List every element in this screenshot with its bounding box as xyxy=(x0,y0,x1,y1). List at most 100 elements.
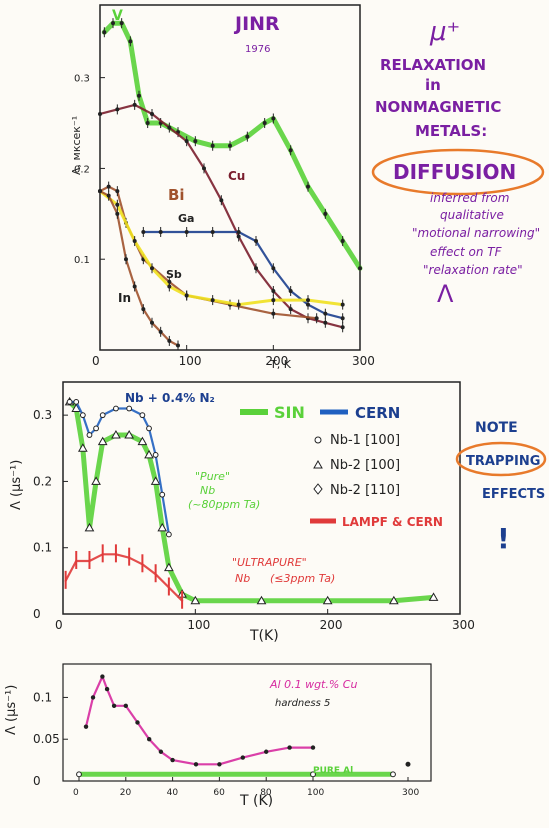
legend-marker-diamond xyxy=(313,483,323,495)
trapping-circle xyxy=(455,441,547,477)
legend-marker-triangle xyxy=(313,459,323,469)
data-point xyxy=(288,307,293,312)
diffusion-note-5: "relaxation rate" xyxy=(423,263,523,277)
legend-sin: SIN xyxy=(274,403,305,422)
data-point xyxy=(147,737,152,742)
data-point xyxy=(79,412,86,419)
data-point xyxy=(141,229,146,234)
annotation-ultrapure-nb: Nb xyxy=(235,572,250,585)
data-point xyxy=(167,338,172,343)
data-point xyxy=(271,298,276,303)
x-tick-label: 20 xyxy=(120,788,132,798)
y-tick-label: 0.1 xyxy=(33,690,52,704)
x-tick-label: 0 xyxy=(92,354,100,368)
data-point xyxy=(210,229,215,234)
data-point xyxy=(323,320,328,325)
x-tick-label: 100 xyxy=(179,354,202,368)
series-line-in xyxy=(98,190,180,347)
data-point xyxy=(314,316,319,321)
x-axis-label: T(K) xyxy=(249,628,279,644)
mu-plus-label: μ⁺ xyxy=(429,17,460,47)
data-point xyxy=(245,134,250,139)
data-point-triangle xyxy=(111,430,121,439)
y-tick-label: 0.05 xyxy=(33,732,60,746)
x-tick-label: 40 xyxy=(167,788,179,798)
data-point-triangle xyxy=(388,595,399,605)
data-point xyxy=(340,302,345,307)
data-point xyxy=(167,125,172,130)
data-point xyxy=(340,239,345,244)
data-point xyxy=(287,745,292,750)
data-point xyxy=(340,316,345,321)
data-point-triangle xyxy=(190,595,201,605)
y-tick-label: 0.2 xyxy=(33,474,52,488)
data-point xyxy=(158,749,164,754)
data-point xyxy=(170,757,175,763)
data-point-triangle xyxy=(157,522,168,532)
data-point xyxy=(323,311,328,316)
series-line-bi xyxy=(98,185,318,320)
diffusion-note-4: effect on TF xyxy=(430,245,503,259)
data-point xyxy=(98,111,102,116)
data-point xyxy=(193,762,199,767)
panel-2-frame xyxy=(62,381,461,615)
data-point xyxy=(111,21,115,26)
data-point xyxy=(288,288,293,293)
effects-label: EFFECTS xyxy=(482,487,545,502)
data-point xyxy=(271,288,276,293)
series-line-al-0-1-wgt-cu xyxy=(84,675,315,766)
y-tick-label: 0 xyxy=(33,607,41,621)
data-point xyxy=(184,229,189,234)
data-point xyxy=(139,412,146,419)
x-tick-label: 80 xyxy=(260,788,272,798)
data-point-triangle xyxy=(137,436,148,446)
y-tick-label: 0.1 xyxy=(33,541,52,555)
data-point xyxy=(119,21,124,26)
jinr-label: JINR xyxy=(233,13,280,35)
data-point xyxy=(115,202,120,207)
series-line-lampf-cern xyxy=(64,553,184,602)
data-point xyxy=(115,211,120,216)
data-point xyxy=(390,771,396,778)
data-point xyxy=(111,703,117,708)
data-point xyxy=(98,189,102,194)
data-point xyxy=(236,302,241,307)
y-tick-label: 0.1 xyxy=(74,255,90,266)
data-point xyxy=(159,491,166,498)
data-point xyxy=(184,139,189,144)
data-point xyxy=(210,143,215,148)
data-point xyxy=(217,762,222,767)
diffusion-circle xyxy=(371,148,545,196)
data-point xyxy=(210,298,215,303)
jinr-year: 1976 xyxy=(245,44,270,55)
data-point xyxy=(86,432,93,438)
hardness-note: hardness 5 xyxy=(275,698,330,709)
series-label-in: In xyxy=(118,291,131,305)
series-label-ga: Ga xyxy=(178,212,194,225)
data-point xyxy=(358,266,362,271)
y-tick-label: 0.3 xyxy=(33,408,52,422)
data-point xyxy=(83,724,89,729)
data-point xyxy=(165,531,172,538)
y-axis-label: Λ (μs⁻¹) xyxy=(4,685,19,735)
data-point xyxy=(152,452,159,458)
data-point xyxy=(113,405,119,412)
data-point xyxy=(124,257,128,262)
x-tick-label: 300 xyxy=(352,354,375,368)
x-tick-label: 0 xyxy=(73,788,79,798)
data-point xyxy=(176,343,180,348)
data-point xyxy=(132,284,137,289)
series-line-sb xyxy=(98,189,345,307)
data-point xyxy=(184,293,189,298)
series-label-cu: Cu xyxy=(228,169,245,183)
x-axis-label: T, K xyxy=(269,358,292,371)
data-point xyxy=(132,102,137,107)
data-point-triangle xyxy=(91,476,101,485)
data-point xyxy=(271,266,276,271)
legend-cern: CERN xyxy=(355,404,400,422)
data-point xyxy=(306,184,310,189)
data-point-triangle xyxy=(77,443,88,452)
data-point xyxy=(76,771,82,778)
data-point xyxy=(202,166,206,171)
